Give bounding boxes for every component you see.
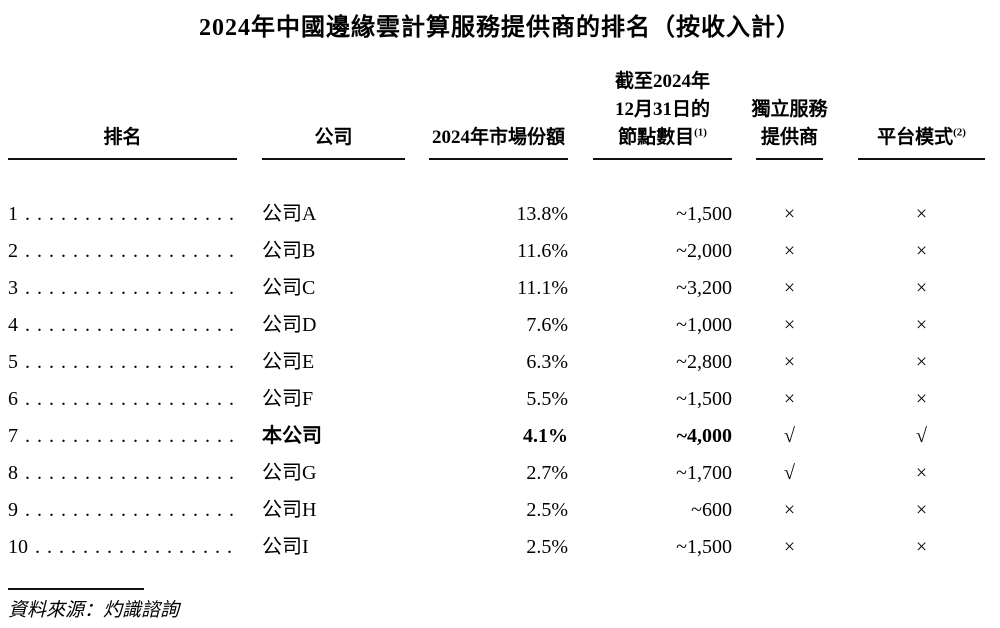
platform-model-mark: ×: [915, 499, 928, 521]
nodes-count: ~3,200: [676, 277, 732, 299]
rank-number: 8: [8, 462, 18, 484]
table-row: 6 . . . . . . . . . . . . . . . . . . . .…: [8, 381, 985, 418]
market-share-value: 2.7%: [526, 462, 568, 484]
table-row: 4 . . . . . . . . . . . . . . . . . . . .…: [8, 307, 985, 344]
column-header-company: 公司: [262, 124, 405, 160]
rank-number: 7: [8, 425, 18, 447]
platform-model-mark: ×: [915, 314, 928, 336]
independent-provider-mark: ×: [783, 536, 796, 558]
dot-leader: . . . . . . . . . . . . . . . . . . . . …: [25, 425, 237, 447]
market-share-value: 11.1%: [517, 277, 568, 299]
table-row: 1 . . . . . . . . . . . . . . . . . . . .…: [8, 160, 985, 233]
nodes-count: ~600: [691, 499, 732, 521]
market-share-value: 4.1%: [523, 425, 568, 447]
footnote-rule: [8, 588, 144, 590]
market-share-value: 2.5%: [526, 499, 568, 521]
market-share-value: 2.5%: [526, 536, 568, 558]
rank-number: 5: [8, 351, 18, 373]
footnote-marker-1: (1): [694, 126, 707, 139]
company-name: 公司E: [262, 351, 315, 373]
column-header-platform-model: 平台模式(2): [858, 124, 985, 160]
platform-model-mark: ×: [915, 203, 928, 225]
rank-number: 10: [8, 536, 28, 558]
table-row-our-company: 7 . . . . . . . . . . . . . . . . . . . .…: [8, 418, 985, 455]
table-body: 1 . . . . . . . . . . . . . . . . . . . .…: [8, 160, 985, 566]
table-row: 5 . . . . . . . . . . . . . . . . . . . .…: [8, 344, 985, 381]
independent-provider-mark: ×: [783, 203, 796, 225]
independent-provider-mark: ×: [783, 314, 796, 336]
company-name: 本公司: [262, 425, 322, 447]
market-share-value: 13.8%: [516, 203, 568, 225]
nodes-count: ~1,500: [676, 536, 732, 558]
platform-model-mark: ×: [915, 240, 928, 262]
platform-model-mark: ×: [915, 536, 928, 558]
platform-model-mark: √: [916, 425, 927, 447]
company-name: 公司A: [262, 203, 317, 225]
nodes-count: ~1,700: [676, 462, 732, 484]
independent-provider-mark: ×: [783, 277, 796, 299]
platform-model-mark: ×: [915, 351, 928, 373]
nodes-count: ~2,800: [676, 351, 732, 373]
table-row: 9 . . . . . . . . . . . . . . . . . . . .…: [8, 492, 985, 529]
rank-number: 4: [8, 314, 18, 336]
table-row: 10 . . . . . . . . . . . . . . . . . . . …: [8, 529, 985, 566]
company-name: 公司H: [262, 499, 317, 521]
independent-provider-mark: ×: [783, 351, 796, 373]
market-share-value: 5.5%: [526, 388, 568, 410]
company-name: 公司G: [262, 462, 317, 484]
column-header-rank: 排名: [8, 124, 237, 160]
company-name: 公司D: [262, 314, 317, 336]
footnote-marker-2: (2): [953, 126, 966, 139]
platform-model-mark: ×: [915, 277, 928, 299]
market-share-value: 6.3%: [526, 351, 568, 373]
company-name: 公司F: [262, 388, 314, 410]
page-title: 2024年中國邊緣雲計算服務提供商的排名（按收入計）: [199, 15, 801, 41]
dot-leader: . . . . . . . . . . . . . . . . . . . . …: [25, 277, 237, 299]
rank-number: 9: [8, 499, 18, 521]
source-text: 資料來源：灼識諮詢: [8, 600, 180, 621]
dot-leader: . . . . . . . . . . . . . . . . . . . . …: [25, 351, 237, 373]
dot-leader: . . . . . . . . . . . . . . . . . . . . …: [25, 203, 237, 225]
independent-provider-mark: √: [784, 462, 795, 484]
nodes-count: ~4,000: [676, 425, 732, 447]
footer: 資料來源：灼識諮詢: [8, 588, 1000, 622]
ranking-table: 排名 公司 2024年市場份額 截至2024年 12月31日的 節點數目(1) …: [8, 68, 985, 566]
rank-number: 2: [8, 240, 18, 262]
column-header-market-share: 2024年市場份額: [429, 124, 568, 160]
table-row: 3 . . . . . . . . . . . . . . . . . . . .…: [8, 270, 985, 307]
dot-leader: . . . . . . . . . . . . . . . . . . . . …: [25, 240, 237, 262]
company-name: 公司I: [262, 536, 309, 558]
table-row: 2 . . . . . . . . . . . . . . . . . . . .…: [8, 233, 985, 270]
nodes-count: ~1,000: [676, 314, 732, 336]
dot-leader: . . . . . . . . . . . . . . . . . . . . …: [25, 388, 237, 410]
independent-provider-mark: √: [784, 425, 795, 447]
column-header-nodes: 截至2024年 12月31日的 節點數目(1): [593, 68, 732, 160]
dot-leader: . . . . . . . . . . . . . . . . . . . . …: [35, 536, 237, 558]
independent-provider-mark: ×: [783, 388, 796, 410]
company-name: 公司C: [262, 277, 316, 299]
nodes-count: ~2,000: [676, 240, 732, 262]
rank-number: 6: [8, 388, 18, 410]
nodes-count: ~1,500: [676, 203, 732, 225]
dot-leader: . . . . . . . . . . . . . . . . . . . . …: [25, 314, 237, 336]
table-header: 排名 公司 2024年市場份額 截至2024年 12月31日的 節點數目(1) …: [8, 68, 985, 160]
rank-number: 1: [8, 203, 18, 225]
dot-leader: . . . . . . . . . . . . . . . . . . . . …: [25, 499, 237, 521]
dot-leader: . . . . . . . . . . . . . . . . . . . . …: [25, 462, 237, 484]
column-header-independent-provider: 獨立服務 提供商: [752, 96, 828, 160]
company-name: 公司B: [262, 240, 316, 262]
platform-model-mark: ×: [915, 388, 928, 410]
nodes-count: ~1,500: [676, 388, 732, 410]
platform-model-mark: ×: [915, 462, 928, 484]
market-share-value: 11.6%: [517, 240, 568, 262]
independent-provider-mark: ×: [783, 499, 796, 521]
market-share-value: 7.6%: [526, 314, 568, 336]
rank-number: 3: [8, 277, 18, 299]
table-row: 8 . . . . . . . . . . . . . . . . . . . .…: [8, 455, 985, 492]
independent-provider-mark: ×: [783, 240, 796, 262]
